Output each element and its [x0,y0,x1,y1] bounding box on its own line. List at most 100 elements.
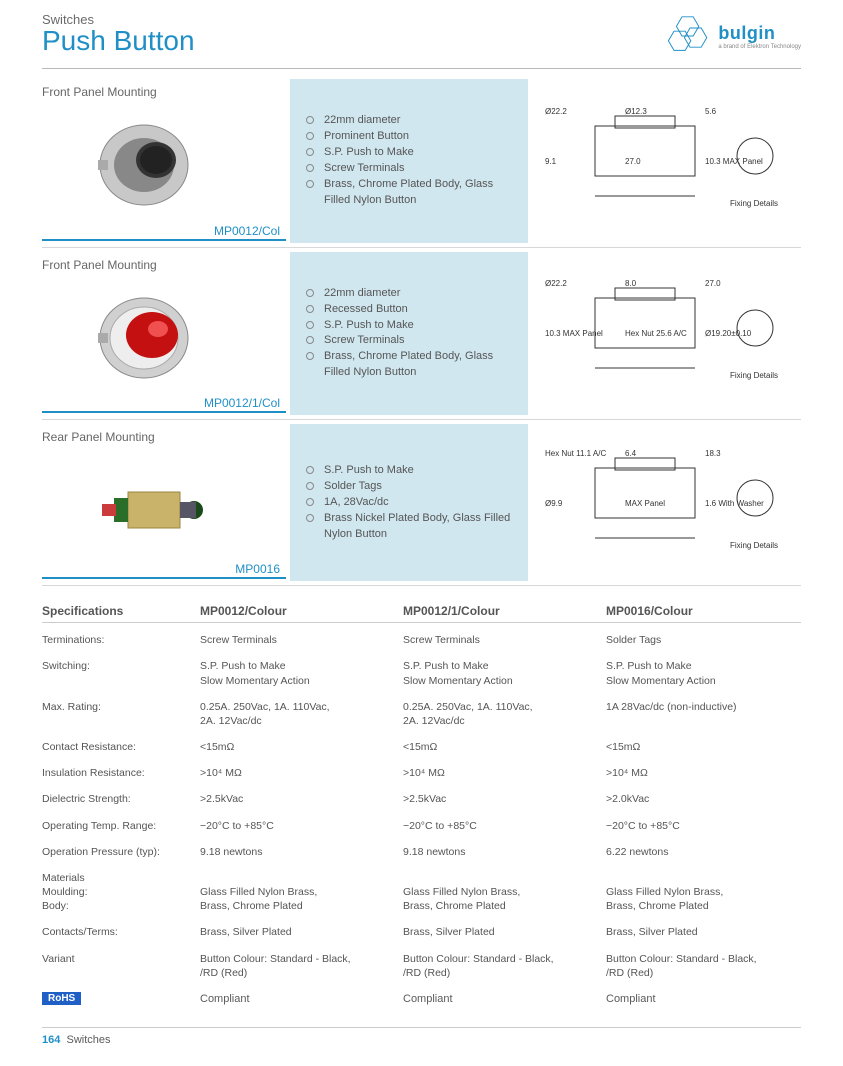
brand-name: bulgin [718,23,801,44]
feature-item: S.P. Push to Make [306,318,512,334]
svg-text:Ø22.2: Ø22.2 [545,107,567,116]
diagram-panel: Fixing DetailsØ22.28.027.010.3 MAX Panel… [528,252,801,416]
svg-text:10.3 MAX Panel: 10.3 MAX Panel [705,157,763,166]
bullet-icon [306,514,314,522]
bullet-icon [306,466,314,474]
part-number: MP0016 [42,562,286,579]
feature-text: 22mm diameter [324,286,400,302]
bullet-icon [306,180,314,188]
feature-text: S.P. Push to Make [324,463,414,479]
feature-text: Prominent Button [324,129,409,145]
svg-text:Ø19.20±0.10: Ø19.20±0.10 [705,329,752,338]
feature-item: Screw Terminals [306,333,512,349]
spec-value: 0.25A. 250Vac, 1A. 110Vac,2A. 12Vac/dc [403,700,598,728]
svg-text:Fixing Details: Fixing Details [730,541,778,550]
diagram-panel: Fixing DetailsHex Nut 11.1 A/C6.418.3Ø9.… [528,424,801,581]
spec-value: S.P. Push to MakeSlow Momentary Action [606,659,801,687]
product-row: Rear Panel MountingMP0016S.P. Push to Ma… [42,420,801,586]
bullet-icon [306,336,314,344]
product-image [42,107,286,224]
spec-label: Contacts/Terms: [42,925,192,939]
technical-diagram: Fixing DetailsØ22.2Ø12.35.69.127.010.3 M… [532,96,797,226]
spec-row: Contact Resistance:<15mΩ<15mΩ<15mΩ [42,740,801,754]
footer-section: Switches [66,1034,110,1046]
feature-text: Screw Terminals [324,161,405,177]
spec-value: 0.25A. 250Vac, 1A. 110Vac,2A. 12Vac/dc [200,700,395,728]
feature-text: Screw Terminals [324,333,405,349]
feature-item: Recessed Button [306,302,512,318]
spec-value: 6.22 newtons [606,845,801,859]
spec-value: −20°C to +85°C [200,819,395,833]
feature-text: Brass, Chrome Plated Body, Glass Filled … [324,177,512,209]
feature-item: 22mm diameter [306,286,512,302]
feature-item: Prominent Button [306,129,512,145]
feature-item: S.P. Push to Make [306,145,512,161]
svg-text:Fixing Details: Fixing Details [730,371,778,380]
svg-text:MAX Panel: MAX Panel [625,499,665,508]
spec-value: >2.5kVac [200,792,395,806]
feature-panel: S.P. Push to MakeSolder Tags1A, 28Vac/dc… [290,424,528,581]
feature-text: S.P. Push to Make [324,145,414,161]
spec-value: >2.5kVac [403,792,598,806]
feature-item: Solder Tags [306,479,512,495]
page-footer: 164 Switches [42,1027,801,1046]
bullet-icon [306,482,314,490]
bullet-icon [306,148,314,156]
spec-value: −20°C to +85°C [606,819,801,833]
feature-text: S.P. Push to Make [324,318,414,334]
spec-value: Glass Filled Nylon Brass,Brass, Chrome P… [200,871,395,914]
feature-panel: 22mm diameterProminent ButtonS.P. Push t… [290,79,528,243]
spec-label: Operating Temp. Range: [42,819,192,833]
svg-text:1.6 With Washer: 1.6 With Washer [705,499,764,508]
svg-text:6.4: 6.4 [625,449,637,458]
spec-row: Dielectric Strength:>2.5kVac>2.5kVac>2.0… [42,792,801,806]
spec-value: Brass, Silver Plated [606,925,801,939]
spec-label: Operation Pressure (typ): [42,845,192,859]
spec-value: Brass, Silver Plated [200,925,395,939]
brand-logo: bulgin a brand of Elektron Technology [666,12,801,60]
spec-row: Operating Temp. Range: −20°C to +85°C −20°… [42,819,801,833]
spec-label: Insulation Resistance: [42,766,192,780]
specs-col-1: MP0012/1/Colour [403,604,598,618]
feature-text: 22mm diameter [324,113,400,129]
brand-tagline: a brand of Elektron Technology [718,44,801,50]
spec-row: Terminations:Screw TerminalsScrew Termin… [42,633,801,647]
specs-header-label: Specifications [42,604,192,618]
feature-item: S.P. Push to Make [306,463,512,479]
product-row: Front Panel MountingMP0012/Col22mm diame… [42,75,801,248]
spec-label: Terminations: [42,633,192,647]
bullet-icon [306,321,314,329]
spec-value: >10⁴ MΩ [200,766,395,780]
product-image [42,452,286,562]
mounting-label: Front Panel Mounting [42,258,286,272]
feature-text: Recessed Button [324,302,408,318]
svg-text:Hex Nut 25.6 A/C: Hex Nut 25.6 A/C [625,329,687,338]
spec-value: 9.18 newtons [200,845,395,859]
mounting-label: Rear Panel Mounting [42,430,286,444]
bullet-icon [306,305,314,313]
spec-value: Solder Tags [606,633,801,647]
svg-text:18.3: 18.3 [705,449,721,458]
spec-value: >10⁴ MΩ [403,766,598,780]
svg-text:Ø9.9: Ø9.9 [545,499,563,508]
feature-text: Solder Tags [324,479,382,495]
technical-diagram: Fixing DetailsØ22.28.027.010.3 MAX Panel… [532,268,797,398]
bullet-icon [306,498,314,506]
spec-label: Switching: [42,659,192,687]
mounting-label: Front Panel Mounting [42,85,286,99]
product-image [42,280,286,397]
spec-value: <15mΩ [403,740,598,754]
feature-text: 1A, 28Vac/dc [324,495,389,511]
bullet-icon [306,132,314,140]
feature-text: Brass, Chrome Plated Body, Glass Filled … [324,349,512,381]
rohs-val-1: Compliant [403,993,598,1005]
bullet-icon [306,289,314,297]
spec-value: Screw Terminals [403,633,598,647]
spec-value: <15mΩ [606,740,801,754]
spec-label: Max. Rating: [42,700,192,728]
spec-row: MaterialsMoulding:Body:Glass Filled Nylo… [42,871,801,914]
spec-label: MaterialsMoulding:Body: [42,871,192,914]
svg-text:27.0: 27.0 [625,157,641,166]
specs-col-2: MP0016/Colour [606,604,801,618]
spec-value: Glass Filled Nylon Brass,Brass, Chrome P… [606,871,801,914]
